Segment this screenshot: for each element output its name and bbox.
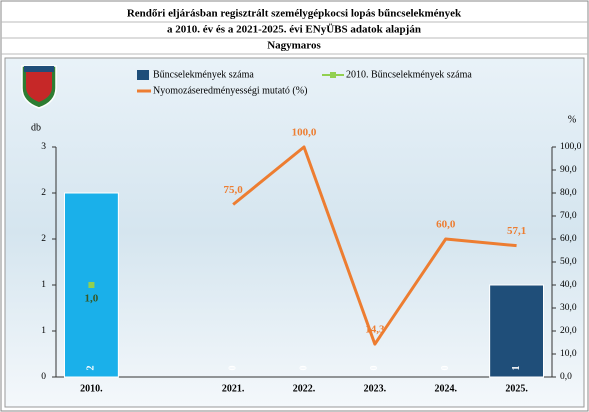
- y2-tick-label: 0,0: [560, 372, 572, 382]
- y2-tick-label: 40,0: [560, 280, 577, 290]
- legend-label: Bűncselekmények száma: [153, 69, 254, 80]
- y2-tick-label: 100,0: [560, 142, 582, 152]
- bar-value-label: 0: [298, 366, 309, 371]
- y2-tick-label: 30,0: [560, 303, 577, 313]
- y2-tick-label: 50,0: [560, 257, 577, 267]
- bar: [490, 285, 544, 377]
- chart-location: Nagymaros: [267, 40, 321, 52]
- y-axis-label: db: [31, 122, 41, 133]
- y2-tick-label: 90,0: [560, 165, 577, 175]
- x-tick-label: 2022.: [293, 383, 316, 394]
- x-tick-label: 2021.: [222, 383, 245, 394]
- y2-axis-label: %: [568, 114, 576, 125]
- x-tick-label: 2025.: [505, 383, 528, 394]
- line-value-label: 57,1: [507, 225, 526, 237]
- logo: [22, 66, 56, 108]
- line-value-label: 75,0: [224, 184, 244, 196]
- y-tick-label: 1: [41, 326, 46, 336]
- y-tick-label: 0: [41, 372, 46, 382]
- y-tick-label: 2: [41, 234, 46, 244]
- marker-value-label: 1,0: [85, 293, 99, 305]
- bar-value-label: 0: [440, 366, 451, 371]
- line-value-label: 100,0: [292, 127, 317, 139]
- marker: [88, 282, 94, 288]
- y2-tick-label: 60,0: [560, 234, 577, 244]
- y2-tick-label: 20,0: [560, 326, 577, 336]
- legend-swatch: [330, 72, 336, 78]
- chart-title: Rendőri eljárásban regisztrált személygé…: [127, 8, 462, 20]
- bar-value-label: 2: [86, 366, 97, 371]
- line-value-label: 60,0: [436, 219, 456, 231]
- line-value-label: 14,3: [365, 324, 385, 336]
- x-tick-label: 2023.: [364, 383, 387, 394]
- y-tick-label: 2: [41, 188, 46, 198]
- bar-value-label: 0: [227, 366, 238, 371]
- bar-value-label: 1: [511, 366, 522, 371]
- y2-tick-label: 80,0: [560, 188, 577, 198]
- y-tick-label: 1: [41, 280, 46, 290]
- legend-swatch: [137, 70, 149, 80]
- y2-tick-label: 70,0: [560, 211, 577, 221]
- x-tick-label: 2010.: [80, 383, 103, 394]
- chart: Rendőri eljárásban regisztrált személygé…: [0, 0, 589, 412]
- chart-subtitle: a 2010. év és a 2021-2025. évi ENyÜBS ad…: [167, 23, 421, 36]
- legend-label: Nyomozáseredményességi mutató (%): [153, 85, 307, 96]
- y2-tick-label: 10,0: [560, 349, 577, 359]
- legend-label: 2010. Bűncselekmények száma: [346, 69, 472, 80]
- y-tick-label: 3: [41, 142, 46, 152]
- x-tick-label: 2024.: [434, 383, 457, 394]
- bar-value-label: 0: [369, 366, 380, 371]
